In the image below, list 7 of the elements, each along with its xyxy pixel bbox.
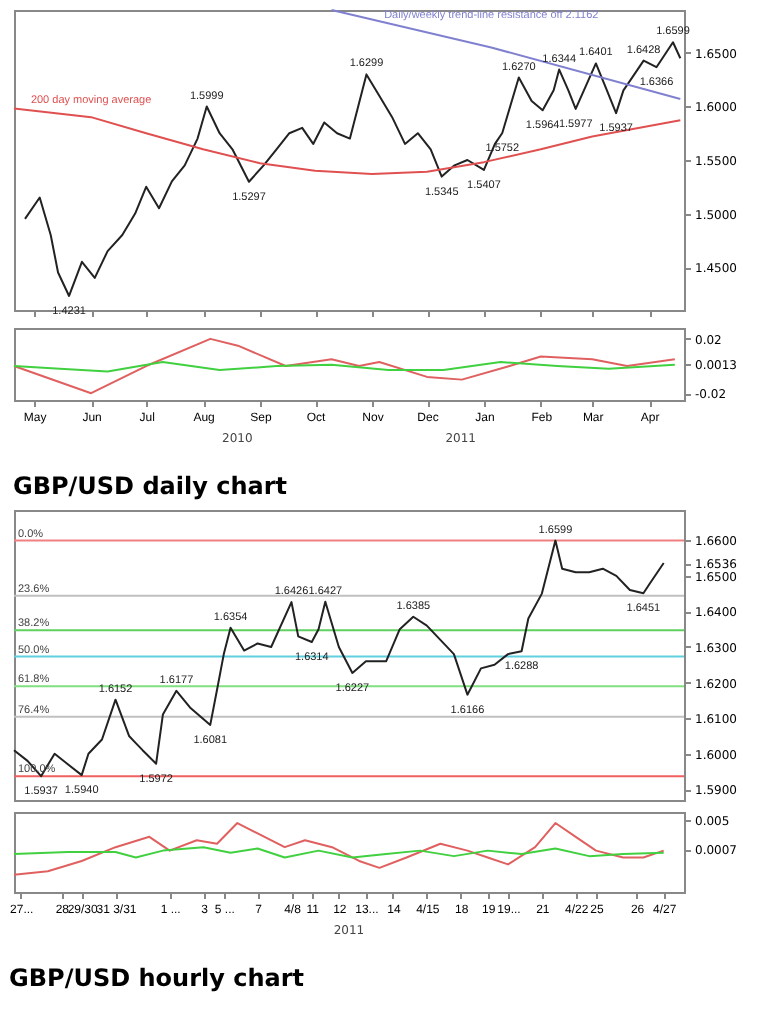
line-series <box>24 41 682 297</box>
line-series <box>13 539 665 778</box>
line-series <box>13 822 665 876</box>
text: GBP/USD hourly chart <box>9 964 305 992</box>
line-series <box>13 107 682 175</box>
line-series <box>13 337 676 395</box>
text: GBP/USD daily chart <box>13 472 288 500</box>
